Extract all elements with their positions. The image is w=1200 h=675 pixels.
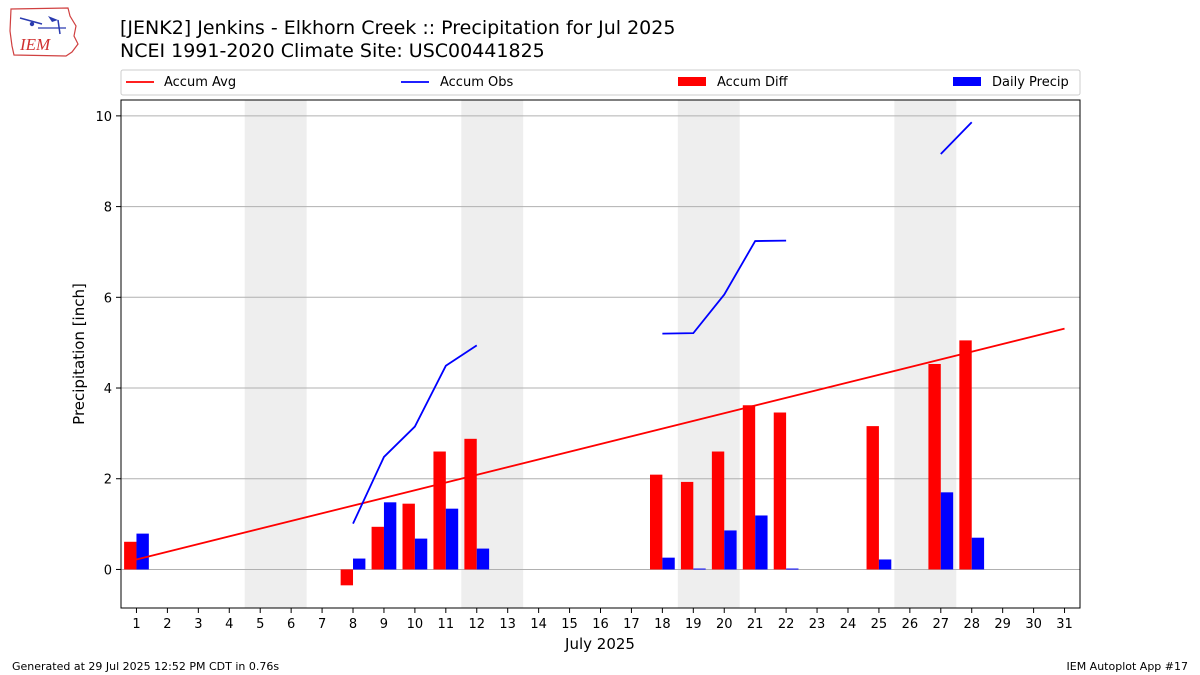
iem-logo: IEM — [9, 7, 79, 57]
x-tick-label-18: 18 — [654, 617, 671, 632]
y-tick-label-8: 8 — [104, 201, 112, 216]
x-tick-label-6: 6 — [287, 617, 295, 632]
x-tick-label-9: 9 — [380, 617, 388, 632]
legend-label-daily: Daily Precip — [992, 75, 1069, 90]
bar-daily-day-9 — [383, 502, 397, 570]
bar-diff-day-11 — [433, 451, 446, 570]
bar-diff-day-25 — [866, 426, 879, 570]
bar-diff-day-22 — [773, 412, 787, 570]
bar-diff-day-10 — [402, 503, 415, 570]
y-axis: 0 2 4 6 8 10 — [95, 110, 121, 578]
x-tick-label-27: 27 — [933, 617, 950, 632]
line-obs-segment-0 — [352, 344, 478, 525]
bar-daily-day-8 — [353, 558, 366, 570]
bar-daily-day-27 — [940, 492, 954, 570]
bar-daily-day-18 — [662, 557, 675, 570]
x-tick-label-29: 29 — [994, 617, 1011, 632]
bar-daily-day-21 — [755, 515, 768, 570]
chart-subtitle: NCEI 1991-2020 Climate Site: USC00441825 — [120, 40, 545, 62]
y-tick-label-4: 4 — [104, 382, 112, 397]
bar-daily-day-1 — [136, 533, 149, 570]
x-tick-label-26: 26 — [902, 617, 919, 632]
x-tick-label-20: 20 — [716, 617, 733, 632]
y-tick-label-10: 10 — [95, 110, 112, 125]
x-axis: 1 2 3 4 5 6 7 8 9 10 11 12 13 14 15 16 17 18 19 20 21 22 23 24 2… — [132, 608, 1073, 632]
x-tick-label-3: 3 — [194, 617, 202, 632]
x-tick-label-28: 28 — [963, 617, 980, 632]
legend-label-obs: Accum Obs — [440, 75, 513, 90]
y-tick-label-2: 2 — [104, 473, 112, 488]
bar-diff-day-20 — [711, 451, 725, 570]
x-tick-label-31: 31 — [1056, 617, 1073, 632]
x-tick-label-4: 4 — [225, 617, 233, 632]
legend-frame — [120, 69, 1081, 96]
legend-label-avg: Accum Avg — [164, 75, 236, 90]
bar-daily-day-25 — [878, 559, 892, 570]
bar-diff-day-1 — [124, 541, 137, 570]
bar-diff-day-8 — [340, 569, 354, 586]
bars — [124, 340, 985, 586]
x-tick-label-7: 7 — [318, 617, 326, 632]
x-tick-label-21: 21 — [747, 617, 764, 632]
x-tick-label-8: 8 — [349, 617, 357, 632]
x-tick-label-1: 1 — [132, 617, 140, 632]
bar-daily-day-11 — [445, 508, 459, 570]
x-tick-label-11: 11 — [438, 617, 455, 632]
legend-swatch-daily — [953, 77, 981, 86]
x-tick-label-13: 13 — [499, 617, 516, 632]
weekend-shading — [244, 100, 957, 608]
x-tick-label-15: 15 — [561, 617, 578, 632]
bar-daily-day-12 — [476, 548, 490, 570]
bar-diff-day-21 — [742, 405, 756, 570]
x-tick-label-23: 23 — [809, 617, 826, 632]
x-tick-label-22: 22 — [778, 617, 795, 632]
line-obs-segment-1 — [662, 239, 787, 335]
y-tick-label-6: 6 — [104, 291, 112, 306]
x-tick-label-30: 30 — [1025, 617, 1042, 632]
bar-diff-day-18 — [649, 474, 663, 570]
x-tick-label-24: 24 — [840, 617, 857, 632]
x-tick-label-5: 5 — [256, 617, 264, 632]
x-tick-label-19: 19 — [685, 617, 702, 632]
bar-daily-day-22 — [786, 568, 799, 570]
bar-daily-day-20 — [724, 530, 737, 570]
legend-label-diff: Accum Diff — [717, 75, 789, 90]
x-tick-label-10: 10 — [407, 617, 424, 632]
generated-note: Generated at 29 Jul 2025 12:52 PM CDT in… — [12, 660, 280, 673]
legend-swatch-diff — [678, 77, 706, 86]
logo-text: IEM — [19, 35, 51, 54]
gridlines — [121, 115, 1080, 570]
lines — [136, 121, 1065, 561]
line-obs-segment-2 — [940, 121, 973, 155]
bar-daily-day-28 — [971, 537, 985, 570]
x-tick-label-12: 12 — [468, 617, 485, 632]
bar-diff-day-9 — [371, 526, 384, 570]
bar-diff-day-12 — [464, 438, 477, 570]
x-tick-label-14: 14 — [530, 617, 547, 632]
x-tick-label-17: 17 — [623, 617, 640, 632]
x-axis-label: July 2025 — [564, 635, 635, 653]
x-tick-label-2: 2 — [163, 617, 171, 632]
y-axis-label: Precipitation [inch] — [70, 283, 88, 425]
bar-diff-day-19 — [680, 481, 694, 570]
chart-title: [JENK2] Jenkins - Elkhorn Creek :: Preci… — [120, 17, 676, 39]
bar-daily-day-19 — [693, 568, 706, 570]
x-tick-label-16: 16 — [592, 617, 609, 632]
x-tick-label-25: 25 — [871, 617, 888, 632]
y-tick-label-0: 0 — [104, 563, 112, 578]
app-note: IEM Autoplot App #17 — [1066, 660, 1189, 673]
bar-diff-day-28 — [959, 340, 972, 570]
bar-daily-day-10 — [414, 538, 428, 570]
weekend-band-0 — [244, 100, 307, 608]
bar-diff-day-27 — [928, 363, 941, 570]
legend: Accum Avg Accum Obs Accum Diff Daily Pre… — [120, 69, 1081, 96]
line-avg-segment-0 — [136, 327, 1065, 561]
